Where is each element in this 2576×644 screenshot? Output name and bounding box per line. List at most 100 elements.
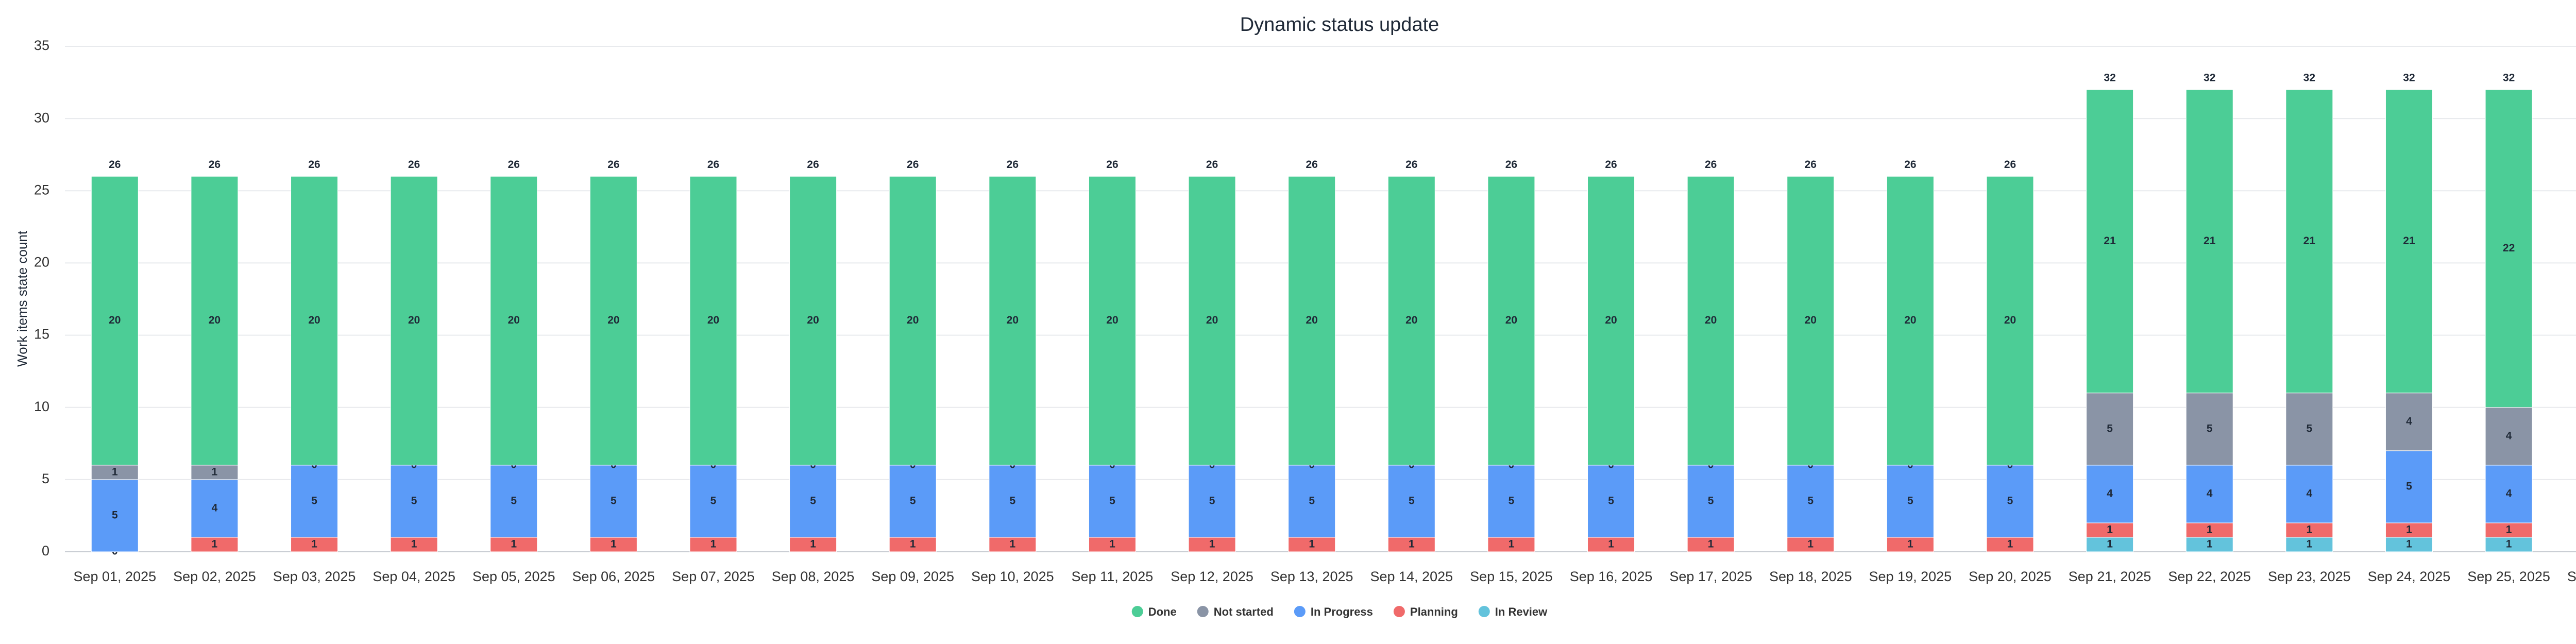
data-label: 1: [1010, 538, 1016, 550]
data-label: 5: [1109, 495, 1115, 506]
bar-segment: [2185, 522, 2233, 538]
x-tick-label: Sep 23, 2025: [2268, 569, 2351, 584]
total-label: 26: [1206, 159, 1218, 171]
data-label: 21: [2104, 235, 2116, 247]
x-tick-label: Sep 08, 2025: [772, 569, 855, 584]
legend-label: Planning: [1410, 605, 1458, 618]
data-label: 5: [2207, 422, 2213, 434]
bar-segment: [2285, 537, 2333, 552]
y-axis-title: Work items state count: [14, 230, 30, 367]
total-label: 26: [1505, 159, 1517, 171]
bar-segment: [1288, 176, 1336, 466]
bar-segment: [490, 465, 538, 538]
bar-segment: [589, 465, 637, 538]
bar-segment: [1288, 537, 1336, 552]
bar-segment: [2485, 89, 2533, 408]
total-label: 26: [1805, 159, 1817, 171]
bar-segment: [1487, 176, 1535, 466]
data-label: 5: [1209, 495, 1215, 506]
data-label: 5: [810, 495, 816, 506]
data-label: 4: [2207, 487, 2213, 499]
x-tick-label: Sep 14, 2025: [1370, 569, 1453, 584]
data-label: 5: [311, 495, 317, 506]
data-label: 20: [508, 314, 520, 326]
data-label: 21: [2204, 235, 2216, 247]
data-label: 1: [611, 538, 617, 550]
total-label: 26: [209, 159, 221, 171]
bar-segment: [2385, 537, 2433, 552]
legend-marker: [1131, 606, 1143, 617]
bar-segment: [1687, 537, 1735, 552]
data-label: 20: [707, 314, 719, 326]
total-label: 26: [907, 159, 919, 171]
bar-segment: [2385, 450, 2433, 523]
bar-segment: [2086, 393, 2134, 466]
data-label: 22: [2503, 242, 2515, 254]
data-label: 1: [2207, 524, 2213, 536]
total-label: 26: [1106, 159, 1118, 171]
data-label: 21: [2403, 235, 2415, 247]
y-tick-label: 10: [34, 399, 49, 414]
data-label: 1: [2307, 524, 2313, 536]
data-label: 4: [2107, 487, 2113, 499]
bar-segment: [2185, 89, 2233, 394]
data-label: 1: [2307, 538, 2313, 550]
data-label: 5: [2107, 422, 2113, 434]
data-label: 1: [810, 538, 816, 550]
data-label: 1: [112, 466, 118, 478]
data-label: 1: [212, 538, 218, 550]
total-label: 26: [109, 159, 121, 171]
total-label: 26: [1405, 159, 1417, 171]
total-label: 26: [807, 159, 819, 171]
bar-segment: [689, 537, 737, 552]
data-label: 1: [2506, 538, 2512, 550]
y-tick-label: 20: [34, 255, 49, 270]
data-label: 1: [710, 538, 717, 550]
x-tick-label: Sep 26, 2025: [2567, 569, 2576, 584]
data-label: 20: [1405, 314, 1417, 326]
bar-segment: [1387, 537, 1435, 552]
x-tick-label: Sep 25, 2025: [2467, 569, 2550, 584]
bar-segment: [1886, 537, 1934, 552]
bar-segment: [1886, 465, 1934, 538]
x-tick-label: Sep 15, 2025: [1470, 569, 1553, 584]
data-label: 5: [2307, 422, 2313, 434]
data-label: 4: [2307, 487, 2313, 499]
legend: Done Not started In Progress Planning In Rev…: [1131, 605, 1548, 618]
bar-segment: [2185, 393, 2233, 466]
bar-segment: [1088, 465, 1136, 538]
x-tick-label: Sep 22, 2025: [2168, 569, 2251, 584]
total-label: 26: [508, 159, 520, 171]
data-label: 20: [907, 314, 919, 326]
bar-segment: [1587, 176, 1635, 466]
bar-segment: [1188, 465, 1236, 538]
data-label: 20: [1206, 314, 1218, 326]
data-label: 20: [807, 314, 819, 326]
data-label: 4: [212, 502, 218, 514]
x-tick-label: Sep 10, 2025: [971, 569, 1054, 584]
bar-segment: [2086, 465, 2134, 523]
legend-marker: [1393, 606, 1405, 617]
x-tick-label: Sep 17, 2025: [1669, 569, 1752, 584]
data-label: 20: [607, 314, 619, 326]
bar-segment: [1886, 176, 1934, 466]
data-label: 5: [1907, 495, 1913, 506]
data-label: 4: [2506, 487, 2512, 499]
bar-segment: [1986, 176, 2034, 466]
data-label: 5: [1509, 495, 1515, 506]
data-label: 5: [411, 495, 417, 506]
data-label: 5: [1010, 495, 1016, 506]
total-label: 26: [1904, 159, 1916, 171]
total-label: 26: [2004, 159, 2016, 171]
data-label: 1: [1807, 538, 1814, 550]
data-label: 21: [2303, 235, 2316, 247]
data-label: 5: [2007, 495, 2013, 506]
data-label: 5: [910, 495, 916, 506]
x-tick-label: Sep 19, 2025: [1869, 569, 1952, 584]
y-tick-label: 25: [34, 182, 49, 197]
x-tick-label: Sep 12, 2025: [1171, 569, 1253, 584]
bar-segment: [789, 537, 837, 552]
x-tick-label: Sep 20, 2025: [1969, 569, 2052, 584]
bar-segment: [889, 465, 937, 538]
data-label: 5: [2406, 480, 2412, 492]
